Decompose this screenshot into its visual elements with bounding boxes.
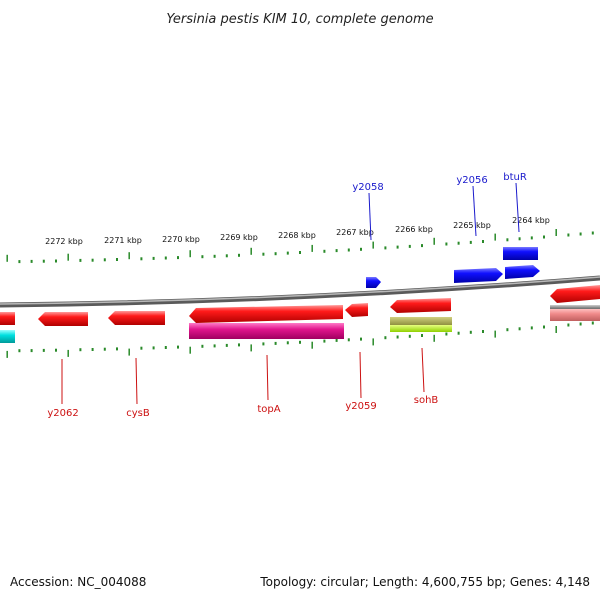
scale-label: 2266 kbp: [395, 225, 433, 234]
scale-ticks-top: [6, 229, 594, 264]
leader-line-y2059: [359, 351, 362, 399]
forward-strand-genes: [366, 247, 540, 288]
scale-labels: 2272 kbp 2271 kbp 2270 kbp 2269 kbp 2268…: [45, 216, 550, 246]
gene-feature-sohB[interactable]: [390, 298, 451, 313]
gene-label-y2062[interactable]: y2062: [47, 408, 78, 419]
scale-label: 2268 kbp: [278, 231, 316, 240]
gene-feature-y2056[interactable]: [454, 268, 503, 283]
genome-backbone-highlight: [0, 276, 600, 305]
genome-backbone: [0, 275, 600, 308]
reverse-strand-genes: [0, 285, 600, 343]
gene-label-y2058[interactable]: y2058: [352, 182, 383, 193]
gene-label-topA[interactable]: topA: [257, 404, 280, 415]
gene-label-y2059[interactable]: y2059: [345, 401, 376, 412]
scale-label: 2264 kbp: [512, 216, 550, 225]
gene-feature-btuR[interactable]: [505, 265, 540, 279]
gene-label-leaders: [61, 182, 520, 405]
gene-feature-edge-right[interactable]: [550, 285, 600, 303]
scale-label: 2272 kbp: [45, 237, 83, 246]
gene-feature-edge-left[interactable]: [0, 312, 15, 325]
rna-feature-btuR[interactable]: [503, 247, 538, 260]
feature-sohB-lime[interactable]: [390, 325, 452, 332]
gene-labels-top: y2058 y2056 btuR: [352, 172, 527, 193]
gene-feature-y2058[interactable]: [366, 277, 381, 288]
gene-labels-bottom: y2062 cysB topA y2059 sohB: [47, 395, 438, 419]
rna-feature-edge-right[interactable]: [550, 309, 600, 321]
gene-feature-topA[interactable]: [189, 305, 343, 323]
leader-line-sohB: [421, 347, 425, 393]
accession-text: Accession: NC_004088: [10, 575, 146, 589]
gene-feature-cysB[interactable]: [108, 311, 165, 325]
rna-feature-edge-right-grey[interactable]: [550, 305, 600, 310]
scale-label: 2269 kbp: [220, 233, 258, 242]
leader-line-btuR: [515, 182, 520, 233]
leader-line-cysB: [135, 357, 138, 405]
scale-label: 2265 kbp: [453, 221, 491, 230]
leader-line-y2058: [368, 192, 372, 241]
gene-feature-y2059[interactable]: [345, 303, 368, 317]
scale-label: 2271 kbp: [104, 236, 142, 245]
gene-label-btuR[interactable]: btuR: [503, 172, 527, 183]
gene-label-sohB[interactable]: sohB: [414, 395, 439, 406]
scale-ticks-bottom: [6, 321, 594, 358]
topology-summary: Topology: circular; Length: 4,600,755 bp…: [259, 575, 590, 589]
scale-label: 2267 kbp: [336, 228, 374, 237]
feature-sohB-olive[interactable]: [390, 317, 452, 325]
gene-feature-y2062[interactable]: [38, 312, 88, 326]
leader-line-y2056: [472, 185, 477, 237]
rna-feature-topA[interactable]: [189, 323, 344, 339]
leader-line-topA: [266, 354, 269, 401]
rna-feature-edge-left[interactable]: [0, 330, 15, 343]
map-title: Yersinia pestis KIM 10, complete genome: [166, 12, 433, 27]
gene-label-y2056[interactable]: y2056: [456, 175, 487, 186]
scale-label: 2270 kbp: [162, 235, 200, 244]
gene-label-cysB[interactable]: cysB: [126, 408, 150, 419]
